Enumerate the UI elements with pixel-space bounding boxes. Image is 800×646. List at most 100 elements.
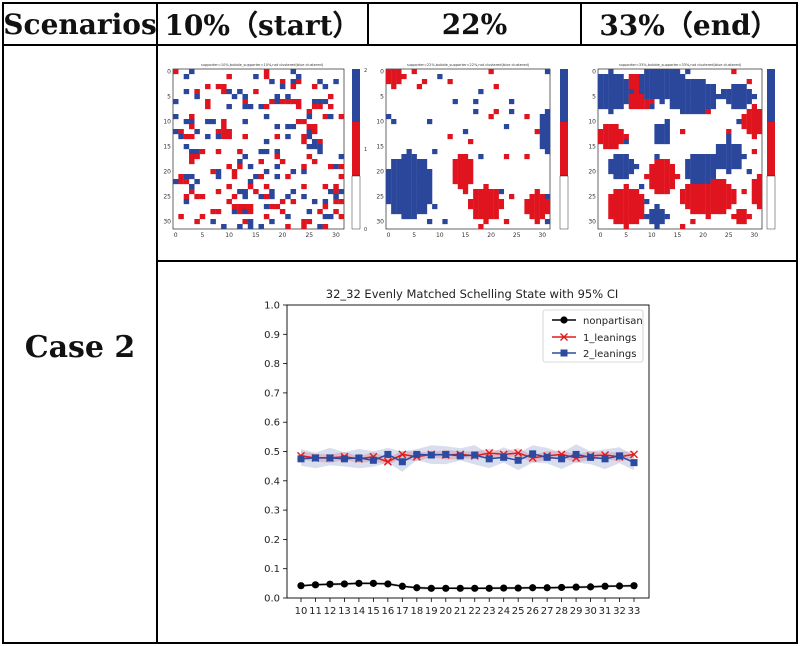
heatmap-cell: [524, 204, 530, 210]
heatmap-cell: [736, 144, 742, 150]
heatmap-cell: [726, 89, 732, 95]
heatmap-cell: [406, 209, 412, 215]
heatmap-cell: [726, 184, 732, 190]
heatmap-cell: [473, 194, 479, 200]
legend-marker-nonpartisan: [560, 316, 568, 324]
heatmap-x-tick: 10: [225, 232, 233, 239]
heatmap-cell: [509, 99, 515, 105]
point-nonpartisan: [601, 582, 609, 590]
point-1_leanings: [485, 448, 494, 457]
point-nonpartisan: [442, 584, 450, 592]
heatmap-cell: [493, 204, 499, 210]
heatmap-cell: [705, 184, 711, 190]
heatmap-cell: [628, 74, 635, 80]
heatmap-x-tick: 15: [462, 232, 470, 239]
heatmap-cell: [290, 99, 297, 105]
heatmap-cell: [322, 114, 329, 120]
heatmap-cell: [274, 124, 281, 130]
heatmap-cell: [406, 154, 412, 160]
heatmap-cell: [715, 149, 722, 155]
heatmap-cell: [493, 194, 499, 200]
heatmap-cell: [544, 199, 551, 205]
heatmap-cell: [468, 139, 474, 145]
heatmap-cell: [603, 79, 609, 85]
heatmap-cell: [731, 69, 737, 75]
heatmap-cell: [306, 114, 313, 120]
heatmap-cell: [731, 149, 737, 155]
heatmap-cell: [608, 139, 614, 145]
point-nonpartisan: [355, 579, 363, 587]
heatmap-cell: [263, 149, 270, 155]
heatmap-cell: [279, 84, 286, 90]
heatmap-cell: [215, 149, 222, 155]
heatmap-cell: [669, 104, 676, 110]
heatmap-cell: [401, 194, 407, 200]
heatmap-cell: [242, 99, 248, 105]
heatmap-cell: [247, 204, 254, 210]
heatmap-cell: [751, 119, 758, 125]
heatmap-cell: [317, 144, 323, 150]
x-tick-label: 10: [295, 606, 308, 617]
heatmap-cell: [659, 174, 665, 180]
heatmap-cell: [242, 94, 248, 100]
heatmap-cell: [306, 124, 313, 130]
heatmap-cell: [231, 194, 238, 200]
heatmap-cell: [623, 164, 629, 170]
heatmap-cell: [690, 184, 696, 190]
heatmap-cell: [690, 154, 696, 160]
heatmap-x-tick: 15: [252, 232, 260, 239]
heatmap-cell: [746, 114, 752, 120]
heatmap-cell: [741, 119, 747, 125]
heatmap-cell: [685, 169, 691, 175]
heatmap-cell: [226, 164, 232, 170]
point-2_leanings: [471, 451, 479, 459]
heatmap-cell: [503, 219, 510, 225]
heatmap-cell: [685, 89, 691, 95]
x-tick-label: 26: [526, 606, 539, 617]
heatmap-cell: [695, 199, 701, 205]
point-2_leanings: [427, 451, 435, 459]
heatmap-cell: [644, 99, 650, 105]
heatmap-cell: [700, 79, 706, 85]
heatmap-cell: [411, 194, 417, 200]
heatmap-cell: [710, 104, 717, 110]
heatmap-cell: [285, 224, 291, 230]
heatmap-cell: [194, 154, 200, 160]
heatmap-cell: [731, 164, 737, 170]
heatmap-cell: [623, 214, 629, 220]
heatmap-cell: [664, 134, 670, 140]
y-tick-label: 0.8: [264, 359, 280, 370]
heatmap-cell: [705, 199, 711, 205]
heatmap-cell: [690, 199, 696, 205]
heatmap-cell: [654, 184, 660, 190]
point-nonpartisan: [369, 579, 377, 587]
heatmap-cell: [608, 199, 614, 205]
heatmap-cell: [608, 164, 614, 170]
heatmap-cell: [654, 204, 660, 210]
heatmap-cell: [623, 184, 629, 190]
heatmap-cell: [608, 109, 614, 115]
heatmap-cell: [618, 79, 624, 85]
heatmap-cell: [721, 204, 727, 210]
heatmap-cell: [639, 209, 645, 215]
heatmap-cell: [751, 124, 758, 130]
heatmap-cell: [427, 174, 433, 180]
heatmap-cell: [639, 204, 645, 210]
heatmap-cell: [695, 159, 701, 165]
heatmap-cell: [509, 194, 515, 200]
point-nonpartisan: [543, 584, 551, 592]
y-tick-label: 0.1: [264, 564, 280, 575]
point-2_leanings: [369, 456, 377, 464]
heatmap-cell: [301, 184, 307, 190]
heatmap-cell: [618, 94, 624, 100]
colorbar-blue: [767, 69, 775, 122]
heatmap-cell: [473, 189, 479, 195]
heatmap-cell: [539, 139, 546, 145]
heatmap-cell: [406, 159, 412, 165]
point-2_leanings: [601, 455, 609, 463]
heatmap-cell: [183, 119, 190, 125]
heatmap-cell: [478, 199, 484, 205]
heatmap-cell: [242, 154, 248, 160]
heatmap-cell: [493, 189, 499, 195]
heatmap-cell: [726, 159, 732, 165]
